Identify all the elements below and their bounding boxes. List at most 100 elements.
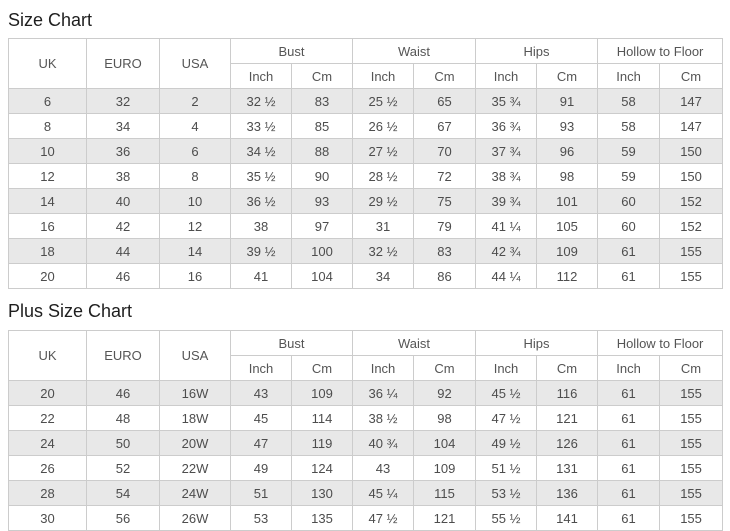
table-cell: 16W [159, 380, 231, 406]
table-cell: 52 [86, 455, 160, 481]
table-cell: 39 ½ [230, 238, 292, 264]
group-header-hips: Hips [475, 330, 599, 356]
table-cell: 91 [536, 88, 599, 114]
table-cell: 51 ½ [475, 455, 538, 481]
size-chart-body: 6 32 2 32 ½ 83 25 ½ 65 35 ¾ 91 58 147 8 34 4 33 ½ 85 26 … [8, 88, 724, 289]
table-cell: 61 [597, 505, 661, 531]
table-cell: 115 [413, 480, 477, 506]
table-cell: 36 ¾ [475, 113, 538, 139]
table-cell: 22W [159, 455, 231, 481]
table-cell: 18W [159, 405, 231, 431]
table-row: 26 52 22W 49 124 43 109 51 ½ 131 61 155 [8, 455, 724, 481]
table-cell: 24 [8, 430, 87, 456]
table-cell: 155 [659, 380, 724, 406]
table-cell: 126 [536, 430, 599, 456]
table-cell: 14 [8, 188, 87, 214]
unit-header-inch: Inch [352, 355, 415, 381]
table-row: 6 32 2 32 ½ 83 25 ½ 65 35 ¾ 91 58 147 [8, 88, 724, 114]
table-cell: 30 [8, 505, 87, 531]
table-cell: 147 [659, 113, 724, 139]
size-chart-title: Size Chart [8, 10, 93, 30]
table-cell: 155 [659, 263, 724, 289]
table-cell: 152 [659, 188, 724, 214]
table-cell: 16 [159, 263, 231, 289]
table-cell: 26 ½ [352, 113, 415, 139]
table-cell: 38 ¾ [475, 163, 538, 189]
table-cell: 10 [8, 138, 87, 164]
col-header-uk: UK [8, 330, 87, 381]
table-cell: 53 ½ [475, 480, 538, 506]
table-cell: 24W [159, 480, 231, 506]
table-cell: 20W [159, 430, 231, 456]
table-cell: 150 [659, 163, 724, 189]
table-cell: 55 ½ [475, 505, 538, 531]
table-cell: 61 [597, 405, 661, 431]
table-cell: 29 ½ [352, 188, 415, 214]
table-cell: 14 [159, 238, 231, 264]
table-cell: 79 [413, 213, 477, 239]
table-cell: 116 [536, 380, 599, 406]
table-cell: 88 [290, 138, 354, 164]
table-cell: 130 [290, 480, 354, 506]
unit-header-inch: Inch [475, 63, 538, 89]
table-cell: 47 ½ [352, 505, 415, 531]
unit-header-cm: Cm [290, 63, 354, 89]
table-cell: 56 [86, 505, 160, 531]
table-cell: 32 ½ [352, 238, 415, 264]
table-cell: 34 [86, 113, 160, 139]
table-cell: 83 [413, 238, 477, 264]
table-cell: 101 [536, 188, 599, 214]
table-cell: 26 [8, 455, 87, 481]
col-header-usa: USA [159, 330, 231, 381]
table-cell: 43 [230, 380, 292, 406]
table-cell: 119 [290, 430, 354, 456]
table-cell: 155 [659, 455, 724, 481]
size-chart-header: UK EURO USA Bust Waist Hips Hollow to Fl… [8, 38, 724, 89]
table-cell: 36 ½ [230, 188, 292, 214]
table-cell: 131 [536, 455, 599, 481]
table-cell: 155 [659, 430, 724, 456]
table-cell: 109 [413, 455, 477, 481]
table-cell: 35 ¾ [475, 88, 538, 114]
table-cell: 38 [230, 213, 292, 239]
table-cell: 33 ½ [230, 113, 292, 139]
table-cell: 45 ¼ [352, 480, 415, 506]
table-cell: 155 [659, 238, 724, 264]
table-cell: 45 [230, 405, 292, 431]
table-cell: 60 [597, 188, 661, 214]
table-cell: 112 [536, 263, 599, 289]
plus-size-chart-body: 20 46 16W 43 109 36 ¼ 92 45 ½ 116 61 155 22 48 18W 45 1… [8, 380, 724, 531]
unit-header-cm: Cm [413, 63, 477, 89]
table-cell: 121 [413, 505, 477, 531]
group-header-hips: Hips [475, 38, 599, 64]
table-cell: 42 ¾ [475, 238, 538, 264]
table-cell: 16 [8, 213, 87, 239]
table-cell: 32 ½ [230, 88, 292, 114]
unit-header-cm: Cm [536, 63, 599, 89]
table-cell: 141 [536, 505, 599, 531]
col-header-usa: USA [159, 38, 231, 89]
table-cell: 49 ½ [475, 430, 538, 456]
table-cell: 22 [8, 405, 87, 431]
table-row: 30 56 26W 53 135 47 ½ 121 55 ½ 141 61 155 [8, 505, 724, 531]
group-header-bust: Bust [229, 330, 354, 356]
table-cell: 98 [413, 405, 477, 431]
table-cell: 31 [352, 213, 415, 239]
table-cell: 86 [413, 263, 477, 289]
unit-header-cm: Cm [659, 355, 724, 381]
table-cell: 136 [536, 480, 599, 506]
table-cell: 83 [290, 88, 354, 114]
unit-header-inch: Inch [597, 355, 661, 381]
unit-header-inch: Inch [352, 63, 415, 89]
table-row: 16 42 12 38 97 31 79 41 ¼ 105 60 152 [8, 213, 724, 239]
table-cell: 93 [536, 113, 599, 139]
table-row: 24 50 20W 47 119 40 ¾ 104 49 ½ 126 61 155 [8, 430, 724, 456]
table-cell: 121 [536, 405, 599, 431]
table-cell: 72 [413, 163, 477, 189]
table-cell: 51 [230, 480, 292, 506]
table-cell: 104 [290, 263, 354, 289]
table-cell: 20 [8, 380, 87, 406]
unit-header-cm: Cm [536, 355, 599, 381]
table-cell: 104 [413, 430, 477, 456]
table-row: 8 34 4 33 ½ 85 26 ½ 67 36 ¾ 93 58 147 [8, 113, 724, 139]
